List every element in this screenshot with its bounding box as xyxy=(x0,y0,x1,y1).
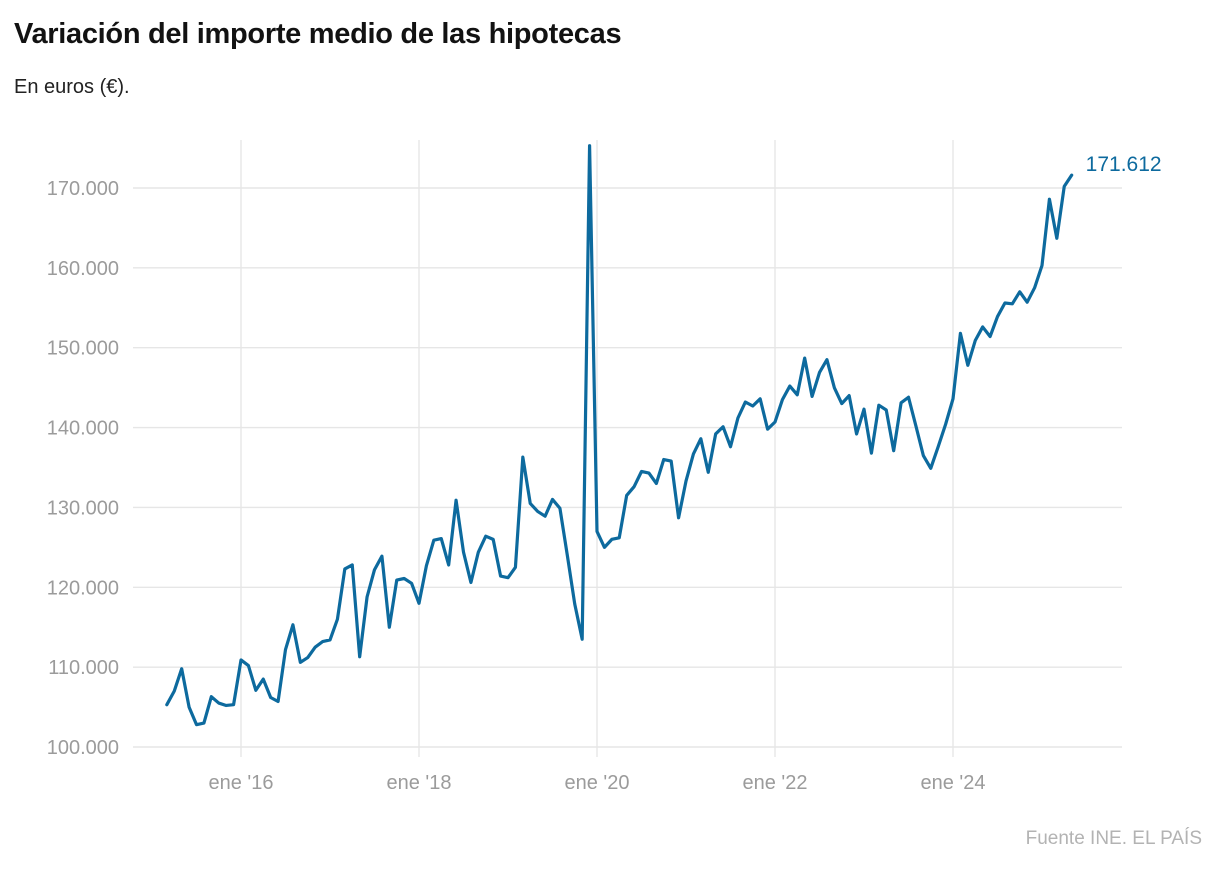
x-tick-label: ene '24 xyxy=(921,772,986,794)
y-tick-label: 170.000 xyxy=(47,178,119,200)
vertical-gridlines xyxy=(240,140,954,757)
chart-subtitle: En euros (€). xyxy=(14,76,130,98)
y-tick-label: 100.000 xyxy=(47,737,119,759)
last-value-annotation: 171.612 xyxy=(1086,153,1162,176)
y-tick-label: 110.000 xyxy=(48,657,119,679)
x-axis-tick-labels: ene '16 ene '18 ene '20 ene '22 ene '24 xyxy=(209,772,986,794)
y-tick-label: 150.000 xyxy=(47,338,119,360)
series-line-path xyxy=(165,144,1074,727)
y-tick-label: 160.000 xyxy=(47,258,119,280)
source-note: Fuente INE. EL PAÍS xyxy=(1025,828,1202,849)
x-tick-label: ene '16 xyxy=(209,772,274,794)
y-axis-tick-labels: 100.000 110.000 120.000 130.000 140.000 150.0… xyxy=(47,178,119,759)
x-tick-label: ene '20 xyxy=(565,772,630,794)
page-title: Variación del importe medio de las hipot… xyxy=(14,18,622,50)
last-value-label: 171.612 xyxy=(1086,153,1162,176)
x-tick-label: ene '22 xyxy=(743,772,808,794)
y-tick-label: 120.000 xyxy=(47,577,119,599)
horizontal-gridlines xyxy=(133,187,1122,748)
x-tick-label: ene '18 xyxy=(387,772,452,794)
y-tick-label: 140.000 xyxy=(47,418,119,440)
series-group xyxy=(165,144,1074,727)
y-tick-label: 130.000 xyxy=(47,497,119,519)
